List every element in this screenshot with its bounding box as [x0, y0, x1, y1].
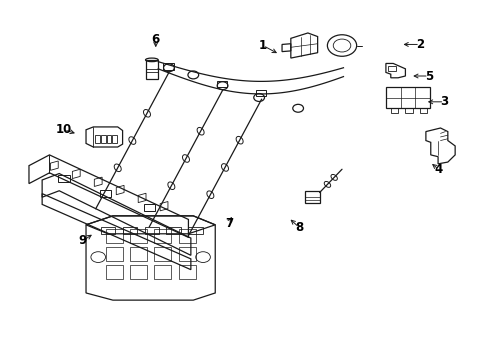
Text: 3: 3 [440, 95, 447, 108]
Ellipse shape [221, 164, 228, 171]
Bar [385, 87, 429, 108]
Bar [178, 229, 195, 243]
Ellipse shape [114, 164, 121, 172]
Bar [130, 247, 147, 261]
Bar [387, 66, 395, 71]
Text: 5: 5 [424, 69, 432, 82]
Bar [122, 226, 137, 234]
Bar [100, 190, 111, 197]
Bar [216, 81, 227, 87]
Bar [112, 135, 117, 143]
Text: 6: 6 [151, 32, 160, 46]
Bar [405, 108, 412, 113]
Bar [101, 226, 115, 234]
Text: 1: 1 [259, 39, 266, 52]
Bar [130, 265, 147, 279]
Bar [143, 204, 155, 211]
Bar [154, 229, 171, 243]
Bar [390, 108, 397, 113]
Bar [58, 175, 70, 182]
Bar [105, 229, 122, 243]
Text: 4: 4 [433, 163, 442, 176]
Bar [188, 226, 203, 234]
Bar [154, 265, 171, 279]
Text: 9: 9 [79, 234, 86, 247]
Bar [178, 247, 195, 261]
Text: 8: 8 [294, 221, 303, 234]
Bar [105, 265, 122, 279]
Ellipse shape [324, 181, 330, 187]
Bar [144, 226, 159, 234]
Ellipse shape [128, 137, 136, 144]
Bar [101, 135, 105, 143]
Bar [105, 247, 122, 261]
Bar [255, 90, 266, 96]
Ellipse shape [143, 109, 150, 117]
Text: 2: 2 [415, 38, 423, 51]
Bar [178, 265, 195, 279]
Ellipse shape [167, 182, 175, 189]
Bar [154, 247, 171, 261]
Bar [419, 108, 427, 113]
Bar [130, 229, 147, 243]
Ellipse shape [206, 191, 213, 198]
Ellipse shape [236, 136, 243, 144]
Bar [145, 60, 158, 78]
Bar [163, 63, 173, 69]
Text: 7: 7 [224, 217, 232, 230]
Bar [95, 135, 100, 143]
Bar [106, 135, 111, 143]
Ellipse shape [330, 175, 337, 180]
Bar [166, 226, 181, 234]
Text: 10: 10 [56, 123, 72, 136]
Ellipse shape [182, 155, 189, 162]
Ellipse shape [197, 127, 203, 135]
Bar [305, 191, 319, 203]
